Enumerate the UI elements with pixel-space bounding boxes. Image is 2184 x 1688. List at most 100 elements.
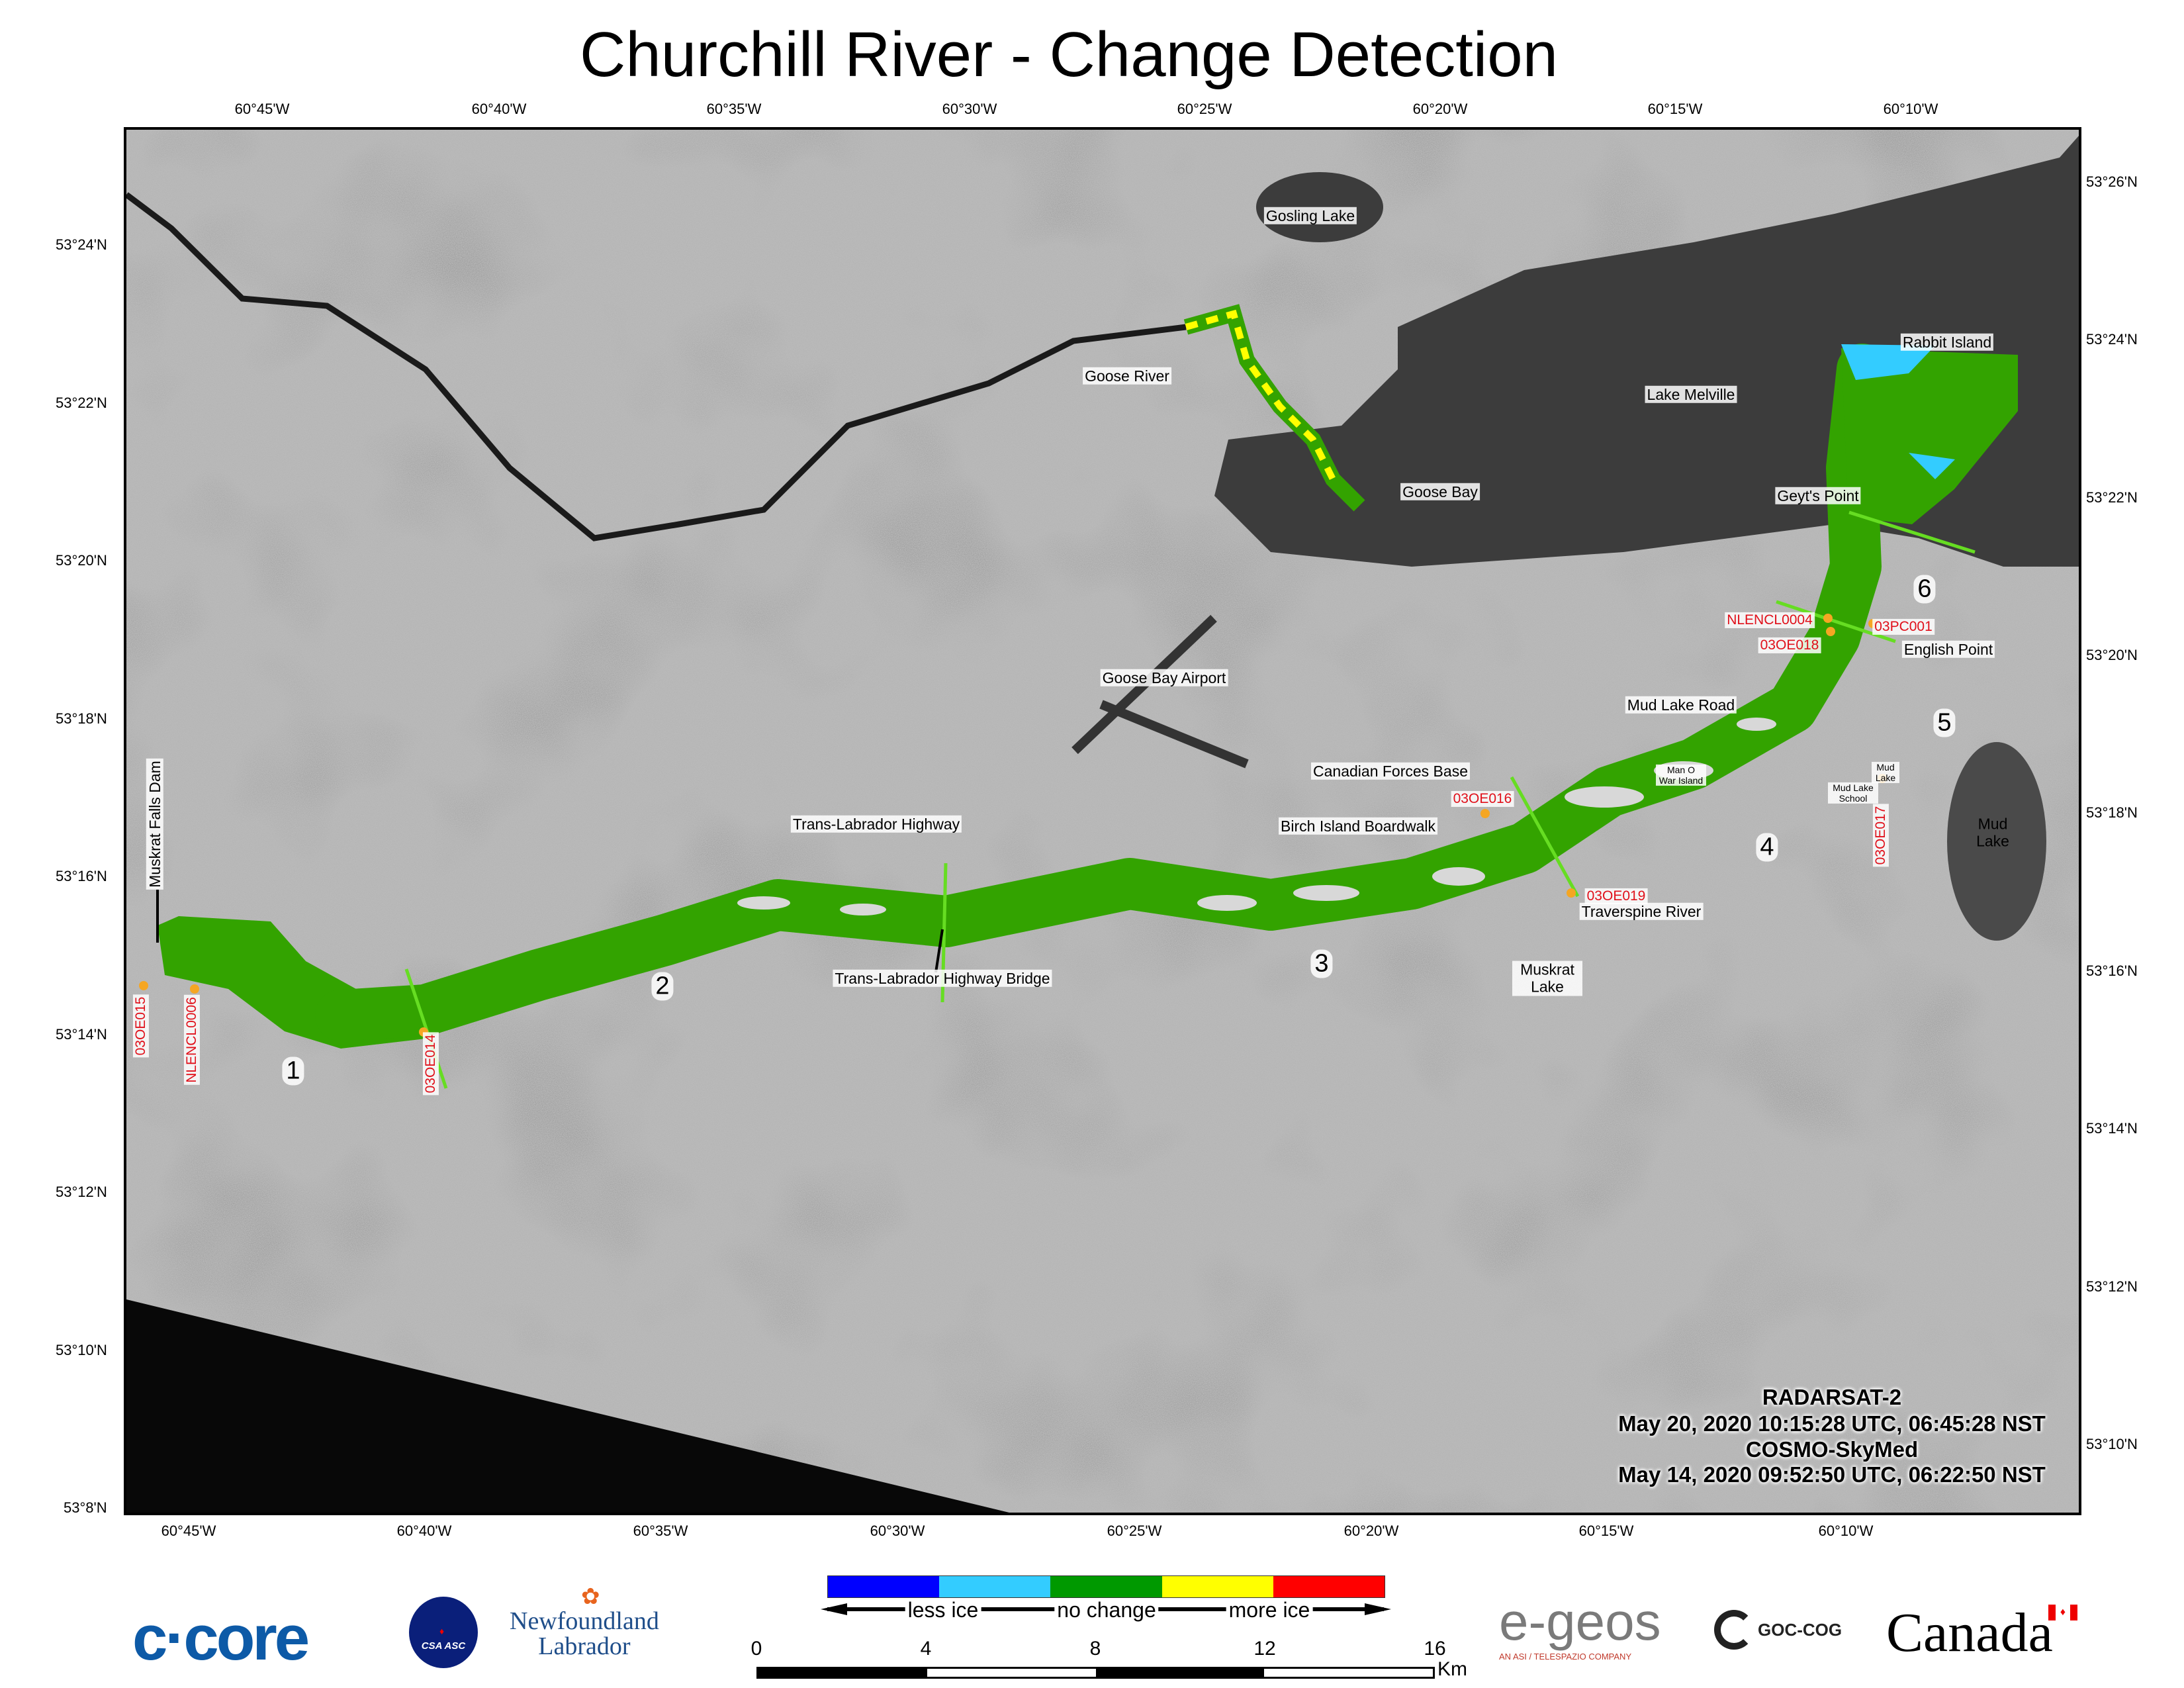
satellite-1-time: May 20, 2020 10:15:28 UTC, 06:45:28 NST: [1618, 1411, 2046, 1436]
label-rabbit-island: Rabbit Island: [1900, 333, 1994, 352]
legend-swatch-blue: [828, 1576, 940, 1597]
station-label: NLENCL0006: [183, 995, 201, 1085]
legend-swatch-red: [1273, 1576, 1385, 1597]
lat-tick: 53°20'N: [56, 552, 107, 569]
newfoundland-labrador-logo: Newfoundland Labrador: [510, 1609, 659, 1659]
section-number: 6: [1913, 575, 1936, 604]
ccore-logo: c·core: [132, 1603, 310, 1673]
map-image: [126, 130, 2079, 1513]
lon-tick: 60°25'W: [1177, 101, 1232, 117]
maple-leaf-icon: ♦: [439, 1626, 445, 1636]
lon-tick: 60°10'W: [1883, 101, 1938, 117]
scale-unit: Km: [1437, 1658, 1467, 1680]
station-label: 03OE017: [1872, 804, 1889, 867]
lat-tick: 53°10'N: [56, 1342, 107, 1358]
section-number: 4: [1756, 833, 1778, 862]
lon-tick: 60°45'W: [234, 101, 290, 117]
lat-tick: 53°18'N: [56, 710, 107, 727]
legend-less-ice: less ice: [905, 1598, 981, 1622]
scale-tick: 16: [1424, 1638, 1446, 1660]
label-trans-labrador-highway: Trans-Labrador Highway: [790, 815, 962, 833]
lat-tick: 53°14'N: [56, 1026, 107, 1043]
lat-tick: 53°18'N: [2086, 804, 2138, 821]
canada-wordmark: Canada: [1886, 1602, 2053, 1664]
scale-bar: [756, 1667, 1435, 1679]
lon-tick: 60°40'W: [396, 1523, 452, 1539]
station-label: 03OE019: [1584, 888, 1648, 905]
map-title: Churchill River - Change Detection: [580, 19, 1558, 90]
station-label: 03PC001: [1872, 618, 1934, 635]
lat-tick: 53°20'N: [2086, 647, 2138, 663]
scale-tick: 8: [1089, 1638, 1101, 1660]
station-label: 03OE016: [1451, 790, 1514, 808]
legend-arrowheads: [821, 1603, 1391, 1615]
label-man-o-war-island: Man O War Island: [1656, 764, 1706, 786]
legend-swatch-yellow: [1161, 1576, 1273, 1597]
lat-tick: 53°8'N: [64, 1499, 107, 1516]
label-birch-island-boardwalk: Birch Island Boardwalk: [1279, 817, 1437, 835]
label-canadian-forces-base: Canadian Forces Base: [1311, 762, 1470, 780]
label-geyts-point: Geyt's Point: [1775, 487, 1861, 505]
legend-swatch-lightblue: [939, 1576, 1051, 1597]
lat-tick: 53°16'N: [2086, 962, 2138, 979]
lat-tick: 53°10'N: [2086, 1436, 2138, 1452]
pitcher-plant-icon: ✿: [581, 1584, 600, 1609]
scale-tick: 4: [920, 1638, 932, 1660]
section-number: 2: [651, 972, 674, 1001]
lat-tick: 53°12'N: [2086, 1278, 2138, 1295]
egeos-logo-text: e-geos: [1499, 1592, 1661, 1651]
legend-no-change: no change: [1054, 1598, 1159, 1622]
lat-tick: 53°24'N: [2086, 331, 2138, 348]
legend-swatch-green: [1050, 1576, 1162, 1597]
station-label: 03OE014: [422, 1032, 439, 1096]
satellite-2-name: COSMO-SkyMed: [1745, 1437, 1919, 1462]
section-number: 5: [1933, 708, 1956, 737]
label-traverspine-river: Traverspine River: [1579, 902, 1704, 921]
lon-tick: 60°35'W: [706, 101, 762, 117]
lon-tick: 60°35'W: [633, 1523, 688, 1539]
scale-tick: 0: [751, 1638, 762, 1660]
goose-river: [126, 192, 1187, 541]
goc-cog-logo: GOC-COG: [1714, 1610, 1842, 1650]
lon-tick: 60°20'W: [1412, 101, 1468, 117]
lat-tick: 53°22'N: [2086, 489, 2138, 506]
less-ice-area: [1909, 453, 1955, 479]
label-lake-melville: Lake Melville: [1645, 385, 1737, 404]
satellite-2-time: May 14, 2020 09:52:50 UTC, 06:22:50 NST: [1618, 1462, 2046, 1487]
label-mud-lake: Mud Lake: [1976, 815, 2009, 850]
goc-swirl-icon: [1714, 1610, 1754, 1650]
lat-tick: 53°12'N: [56, 1184, 107, 1200]
nl-logo-line1: Newfoundland: [510, 1607, 659, 1635]
lon-tick: 60°15'W: [1647, 101, 1703, 117]
lon-tick: 60°20'W: [1343, 1523, 1399, 1539]
label-mud-lake-community: Mud Lake: [1872, 761, 1899, 784]
scale-tick: 12: [1253, 1638, 1276, 1660]
lon-tick: 60°15'W: [1578, 1523, 1634, 1539]
station-label: 03OE018: [1758, 637, 1821, 654]
egeos-logo: e-geos AN ASI / TELESPAZIO COMPANY: [1499, 1592, 1661, 1662]
bridge-leader-line: [934, 929, 944, 973]
section-number: 1: [282, 1056, 304, 1086]
station-label: 03OE015: [132, 994, 150, 1058]
lon-tick: 60°10'W: [1818, 1523, 1874, 1539]
lat-tick: 53°26'N: [2086, 173, 2138, 190]
label-mud-lake-school: Mud Lake School: [1828, 782, 1878, 804]
lon-tick: 60°40'W: [471, 101, 527, 117]
csa-logo: CSA ASC ♦: [409, 1597, 478, 1668]
satellite-1-name: RADARSAT-2: [1762, 1385, 1902, 1409]
change-color-legend: [827, 1575, 1385, 1598]
lon-tick: 60°30'W: [870, 1523, 925, 1539]
label-goose-bay-airport: Goose Bay Airport: [1100, 669, 1228, 687]
lon-tick: 60°30'W: [942, 101, 997, 117]
label-mud-lake-road: Mud Lake Road: [1625, 696, 1737, 714]
label-muskrat-falls-dam: Muskrat Falls Dam: [146, 759, 164, 890]
label-muskrat-lake: Muskrat Lake: [1512, 961, 1582, 996]
churchill-river: [315, 344, 1888, 1041]
goc-logo-text: GOC-COG: [1758, 1619, 1843, 1640]
no-data-area: [126, 1299, 1009, 1513]
label-gosling-lake: Gosling Lake: [1263, 207, 1357, 225]
canada-flag-icon: ♦: [2048, 1605, 2077, 1620]
lat-tick: 53°24'N: [56, 236, 107, 253]
csa-logo-text: CSA ASC: [421, 1640, 466, 1652]
map-frame[interactable]: [124, 127, 2081, 1515]
